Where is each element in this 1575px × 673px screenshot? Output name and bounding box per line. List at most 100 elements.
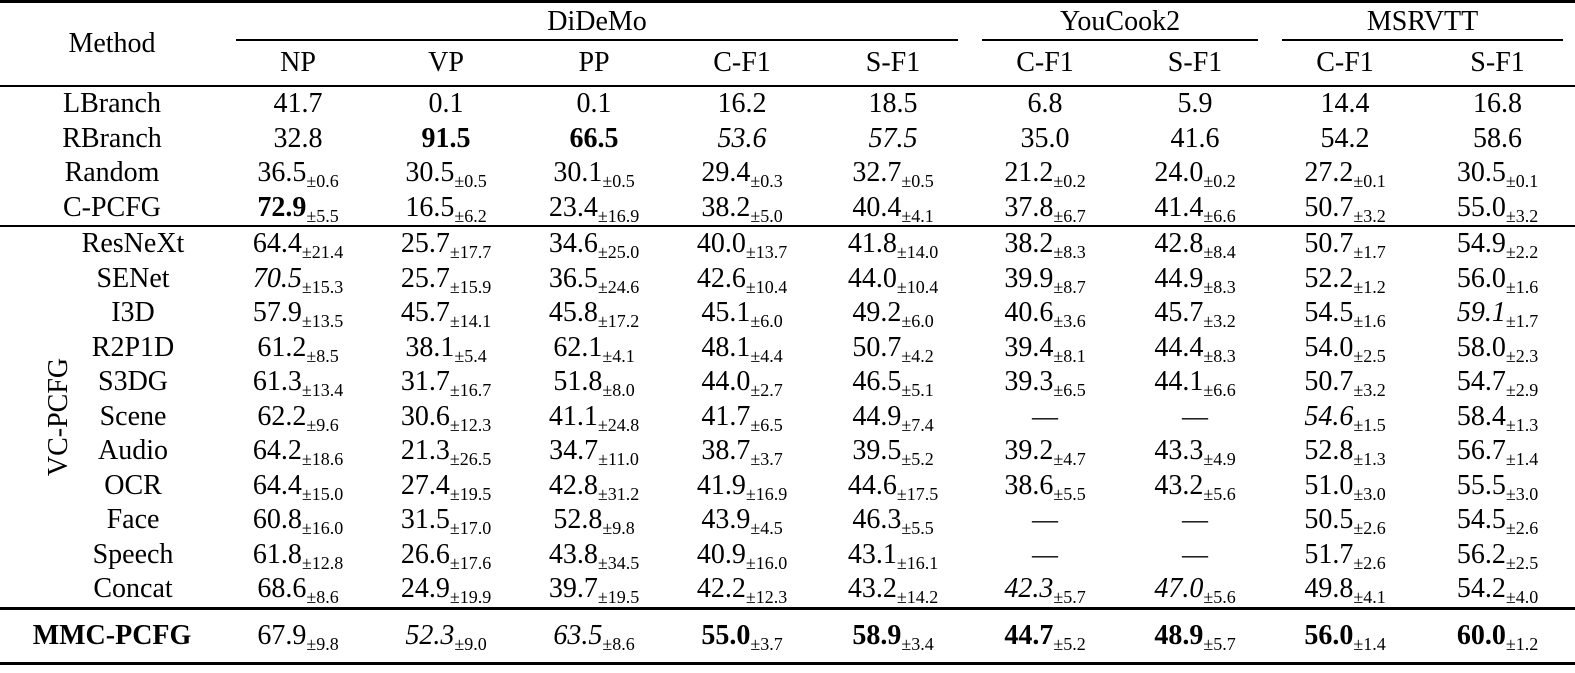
- cell-value: 54.6: [1304, 400, 1354, 432]
- cell-std: ±9.8: [306, 633, 339, 654]
- table-row: OCR 64.4±15.0 27.4±19.5 42.8±31.2 41.9±16.9 4…: [0, 469, 1575, 504]
- group-header-youcook2: YouCook2: [970, 0, 1271, 41]
- table-cell: 5.9: [1120, 85, 1271, 122]
- cell-std: ±13.5: [301, 311, 344, 332]
- table-cell: 0.1: [372, 85, 521, 122]
- cell-std: ±16.0: [745, 552, 788, 573]
- row-method-name: Audio: [98, 435, 168, 467]
- table-cell: 6.8: [970, 85, 1121, 122]
- table-cell: 39.7±19.5: [520, 572, 668, 608]
- vc-pcfg-group-label: VC-PCFG: [0, 225, 74, 608]
- cell-value: 41.9: [696, 469, 746, 501]
- cell-std: ±2.5: [1505, 552, 1539, 573]
- cell-std: ±2.5: [1353, 345, 1386, 366]
- table-cell: 63.5±8.6: [520, 606, 669, 665]
- cell-value: 61.2: [257, 331, 307, 363]
- cell-std: ±3.7: [750, 633, 783, 654]
- row-method-name: Face: [106, 504, 160, 536]
- table-row: SENet 70.5±15.3 25.7±15.9 36.5±24.6 42.6±10.…: [0, 262, 1575, 297]
- table-cell: 41.6: [1120, 122, 1270, 157]
- table-cell: 50.7±3.2: [1270, 365, 1420, 400]
- table-row: Face 60.8±16.0 31.5±17.0 52.8±9.8 43.9±4.5 46…: [0, 503, 1575, 538]
- cell-value: 58.6: [1473, 122, 1523, 154]
- cell-value: 50.7: [1304, 191, 1354, 223]
- cell-std: ±4.0: [1505, 587, 1539, 608]
- cell-value: 38.2: [1004, 228, 1054, 260]
- cell-std: ±1.4: [1505, 449, 1539, 470]
- cell-std: ±9.0: [454, 633, 487, 654]
- cell-value: 46.3: [852, 504, 902, 536]
- cell-std: ±12.8: [301, 552, 344, 573]
- cell-std: ±1.6: [1353, 311, 1386, 332]
- cell-std: ±3.4: [901, 633, 934, 654]
- table-cell: 61.8±12.8: [224, 538, 372, 573]
- cell-value: 27.2: [1304, 157, 1354, 189]
- cell-value: 43.1: [847, 538, 897, 570]
- cell-value: 56.2: [1456, 538, 1506, 570]
- row-method-name: I3D: [111, 297, 155, 329]
- cell-value: 54.0: [1304, 331, 1354, 363]
- cell-std: ±13.7: [745, 242, 788, 263]
- table-cell: 60.8±16.0: [224, 503, 372, 538]
- cell-std: ±18.6: [301, 449, 344, 470]
- cell-value: 32.8: [273, 122, 323, 154]
- table-cell: 42.3±5.7: [970, 572, 1120, 608]
- table-cell: 70.5±15.3: [224, 262, 372, 297]
- table-cell: 52.8±1.3: [1270, 434, 1420, 469]
- table-cell: 54.5±2.6: [1420, 503, 1575, 538]
- column-header-row: NP VP PP C-F1 S-F1 C-F1 S-F1 C-F1 S-F1: [0, 41, 1575, 86]
- group-label-msrvtt: MSRVTT: [1366, 6, 1479, 37]
- cell-value: 39.2: [1004, 435, 1054, 467]
- table-cell: 40.0±13.7: [668, 225, 817, 263]
- table-cell: 38.1±5.4: [372, 331, 520, 366]
- table-cell: 46.5±5.1: [816, 365, 970, 400]
- cell-std: ±3.2: [1353, 205, 1386, 226]
- cell-value: 47.0: [1154, 573, 1204, 605]
- table-row: S3DG 61.3±13.4 31.7±16.7 51.8±8.0 44.0±2.7 46…: [0, 365, 1575, 400]
- table-cell: 66.5: [520, 122, 668, 157]
- table-cell: 42.8±8.4: [1120, 225, 1271, 262]
- cell-value: 48.1: [701, 331, 751, 363]
- table-cell: 50.5±2.6: [1270, 503, 1420, 538]
- cell-std: ±1.4: [1353, 633, 1386, 654]
- cell-std: ±16.7: [449, 380, 492, 401]
- cell-value: 40.6: [1004, 297, 1054, 329]
- cell-std: ±5.4: [454, 345, 487, 366]
- table-cell: 43.8±34.5: [520, 538, 668, 573]
- table-body: LBranch 41.7 0.1 0.1 16.2 18.5 6.8 5.9 14.4 16.8 R…: [0, 85, 1575, 665]
- cell-value: 31.7: [400, 366, 450, 398]
- cell-std: ±25.0: [597, 242, 640, 263]
- cell-value: 38.2: [701, 191, 751, 223]
- cell-value: 40.9: [696, 538, 746, 570]
- cell-value: 34.7: [549, 435, 599, 467]
- col-header-didemo-sf1: S-F1: [865, 47, 921, 78]
- cell-std: ±17.6: [449, 552, 492, 573]
- table-cell: 41.7: [224, 85, 373, 122]
- col-header-pp: PP: [578, 47, 610, 78]
- cell-std: ±2.6: [1353, 552, 1386, 573]
- cell-value: 49.2: [852, 297, 902, 329]
- table-cell: —: [1120, 400, 1270, 435]
- cell-value: 18.5: [868, 88, 918, 120]
- cell-std: ±8.7: [1053, 276, 1086, 297]
- table-cell: 52.3±9.0: [372, 606, 521, 665]
- table-cell: 57.9±13.5: [224, 296, 372, 331]
- table-cell: 21.2±0.2: [970, 156, 1120, 191]
- cell-std: ±24.8: [597, 414, 640, 435]
- table-row: RBranch 32.8 91.5 66.5 53.6 57.5 35.0 41.6 54.2 5…: [0, 122, 1575, 157]
- table-cell: 58.0±2.3: [1420, 331, 1575, 366]
- table-cell: 91.5: [372, 122, 520, 157]
- table-cell: 44.0±2.7: [668, 365, 816, 400]
- cell-std: ±19.5: [597, 587, 640, 608]
- table-cell: 52.2±1.2: [1270, 262, 1420, 297]
- table-cell: 64.4±15.0: [224, 469, 372, 504]
- cell-value: 31.5: [400, 504, 450, 536]
- cell-value: 43.3: [1154, 435, 1204, 467]
- table-cell: 51.8±8.0: [520, 365, 668, 400]
- table-cell: 36.5±24.6: [520, 262, 668, 297]
- cell-value: 37.8: [1004, 191, 1054, 223]
- cell-value: 58.9: [852, 619, 902, 651]
- table-cell: 56.7±1.4: [1420, 434, 1575, 469]
- cell-value: 21.2: [1004, 157, 1054, 189]
